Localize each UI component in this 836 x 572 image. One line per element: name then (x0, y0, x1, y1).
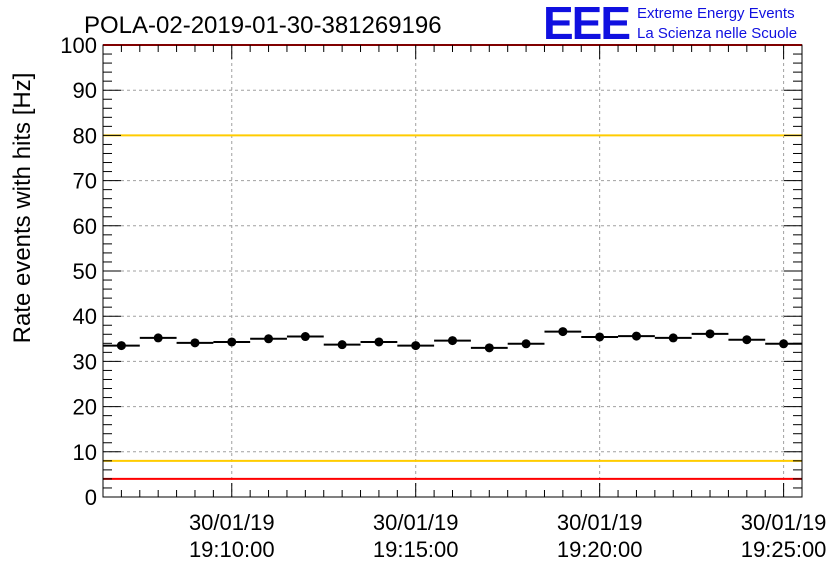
data-point (374, 337, 384, 347)
plot-frame (102, 44, 803, 498)
data-point (631, 331, 641, 341)
data-point (448, 336, 457, 346)
y-axis-label: Rate events with hits [Hz] (9, 73, 36, 344)
y-tick-label: 60 (73, 214, 97, 239)
data-point (116, 341, 126, 351)
data-point (227, 337, 237, 347)
data-point (190, 338, 200, 348)
y-tick-label: 100 (60, 33, 97, 58)
x-tick-label: 30/01/19 19:25:00 (741, 510, 827, 562)
data-point (779, 339, 789, 349)
data-point (668, 333, 678, 343)
y-tick-label: 70 (73, 169, 97, 194)
chart-title: POLA-02-2019-01-30-381269196 (84, 12, 442, 39)
logo-line-2: La Scienza nelle Scuole (637, 25, 797, 42)
data-point (742, 335, 752, 345)
data-point (337, 340, 347, 350)
data-point (705, 329, 715, 339)
y-tick-label: 0 (85, 485, 97, 510)
logo-line-1: Extreme Energy Events (637, 5, 795, 22)
y-tick-labels: 0 10 20 30 40 50 60 70 80 90 100 (60, 33, 97, 510)
data-point (521, 339, 531, 349)
eee-logo: EEE Extreme Energy Events La Scienza nel… (543, 0, 797, 49)
data-point (595, 332, 605, 342)
data-point (484, 343, 494, 353)
x-tick-labels: 30/01/19 19:10:00 30/01/19 19:15:00 30/01/19… (189, 510, 826, 562)
reference-lines (103, 44, 802, 480)
x-tick-label: 30/01/19 19:10:00 (189, 510, 275, 562)
data-point (264, 334, 274, 344)
data-series (103, 327, 802, 353)
y-tick-label: 30 (73, 349, 97, 374)
data-point (558, 327, 568, 337)
data-point (300, 332, 310, 342)
grid (103, 45, 802, 497)
y-tick-label: 20 (73, 395, 97, 420)
y-tick-label: 10 (73, 440, 97, 465)
y-tick-label: 50 (73, 259, 97, 284)
data-point (153, 333, 163, 343)
x-tick-label: 30/01/19 19:20:00 (557, 510, 643, 562)
y-tick-label: 90 (73, 78, 97, 103)
data-point (411, 341, 421, 351)
y-tick-label: 40 (73, 304, 97, 329)
logo-mark: EEE (543, 0, 629, 49)
y-tick-label: 80 (73, 123, 97, 148)
x-tick-label: 30/01/19 19:15:00 (373, 510, 459, 562)
